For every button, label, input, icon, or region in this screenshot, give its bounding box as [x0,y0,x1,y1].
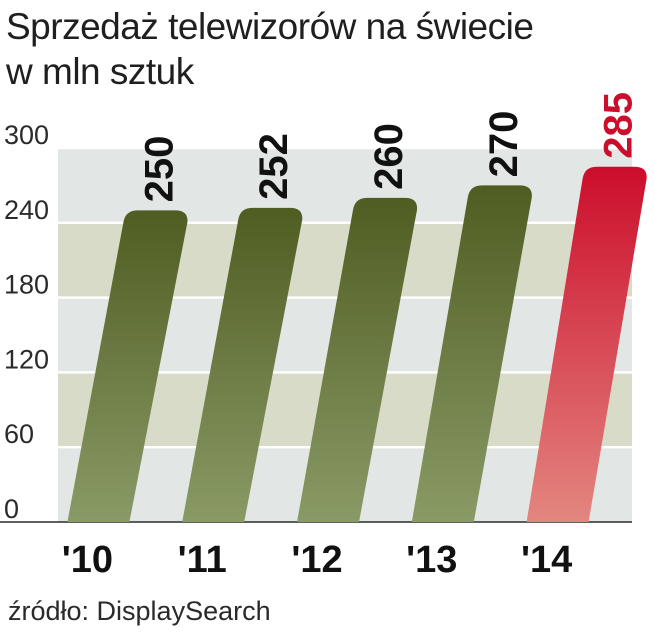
x-tick-label: '14 [521,539,572,581]
x-tick-label: '11 [178,539,227,581]
chart-subtitle: w mln sztuk [6,51,194,92]
x-axis-tick-labels: '10 '11 '12 '13 '14 [62,539,573,581]
value-label: 250 [137,136,181,203]
value-label: 270 [482,111,526,178]
bar [526,166,647,522]
value-label: 260 [367,123,411,190]
y-axis-tick-labels: 0 60 120 180 240 300 [4,120,49,524]
y-tick-label: 60 [4,419,34,449]
value-label: 285 [597,92,641,159]
y-tick-label: 180 [4,270,49,300]
chart-title-block: Sprzedaż telewizorów na świecie w mln sz… [6,4,534,94]
chart-title: Sprzedaż telewizorów na świecie [6,6,534,47]
x-tick-label: '13 [406,539,457,581]
bar [67,210,188,523]
bar [297,197,418,522]
bar [411,185,532,522]
bars [67,166,647,523]
y-tick-label: 240 [4,195,49,225]
x-tick-label: '12 [291,539,342,581]
y-tick-label: 0 [4,494,19,524]
x-tick-label: '10 [62,539,113,581]
source-note: źródło: DisplaySearch [8,596,271,626]
value-labels: 250 252 260 270 285 [137,92,640,202]
value-label: 252 [252,133,296,200]
bar [182,207,303,522]
y-tick-label: 300 [4,120,49,150]
y-tick-label: 120 [4,344,49,374]
